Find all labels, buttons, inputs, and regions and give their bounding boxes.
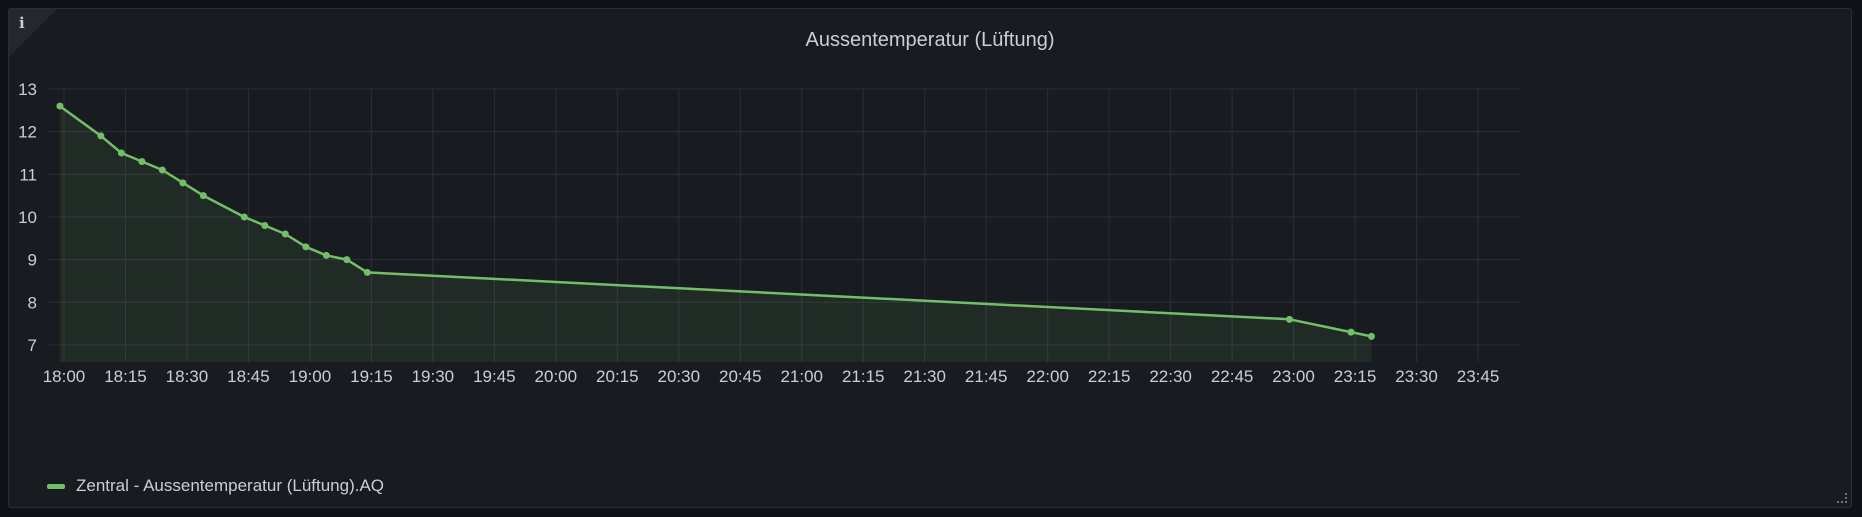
x-tick-label: 21:00 [780,367,823,386]
y-tick-label: 13 [18,80,37,99]
x-tick-label: 18:45 [227,367,270,386]
x-tick-label: 19:15 [350,367,393,386]
data-point [117,149,125,157]
x-tick-label: 20:15 [596,367,639,386]
x-tick-label: 22:15 [1088,367,1131,386]
legend[interactable]: Zentral - Aussentemperatur (Lüftung).AQ [47,476,384,496]
x-axis-ticks: 18:00 18:15 18:30 18:45 19:00 19:15 19:30 19:45… [43,367,1500,386]
data-point [261,222,269,229]
data-point [199,192,207,200]
x-tick-label: 20:30 [658,367,701,386]
data-point [302,243,310,251]
data-points [56,102,1375,340]
data-point [1285,315,1293,323]
x-tick-label: 19:30 [412,367,455,386]
chart-panel: i Aussentemperatur (Lüftung) 7 8 9 10 11 12 13… [8,8,1852,508]
y-tick-label: 7 [28,336,37,355]
info-icon[interactable]: i [19,14,25,32]
x-tick-label: 23:30 [1395,367,1438,386]
series-area-fill [59,106,1372,362]
data-point [322,251,330,259]
x-tick-label: 21:30 [903,367,946,386]
y-tick-label: 8 [28,293,37,312]
x-tick-label: 22:30 [1149,367,1192,386]
legend-color-swatch [47,483,65,489]
grid-lines [49,88,1519,362]
x-tick-label: 21:15 [842,367,885,386]
data-point [240,213,248,221]
y-tick-label: 9 [28,251,37,270]
data-point [343,256,351,264]
x-tick-label: 21:45 [965,367,1008,386]
x-tick-label: 20:45 [719,367,762,386]
data-point [138,158,146,166]
line-chart: 7 8 9 10 11 12 13 18:00 18:15 18:30 18:45 19:00 19:… [18,80,1519,386]
x-tick-label: 18:00 [43,367,86,386]
resize-handle-icon[interactable] [1837,493,1847,503]
x-tick-label: 18:15 [104,367,147,386]
series-area-layer [59,106,1372,362]
data-point [1367,332,1375,340]
x-tick-label: 20:00 [535,367,578,386]
data-point [281,230,289,238]
legend-series-label[interactable]: Zentral - Aussentemperatur (Lüftung).AQ [76,476,385,495]
panel-title[interactable]: Aussentemperatur (Lüftung) [805,29,1055,51]
info-corner[interactable] [9,9,57,57]
y-tick-label: 12 [18,123,37,142]
x-tick-label: 19:00 [289,367,332,386]
data-point [1347,328,1355,336]
y-axis-ticks: 7 8 9 10 11 12 13 [18,80,37,355]
y-tick-label: 11 [19,165,37,184]
x-tick-label: 22:45 [1211,367,1254,386]
x-tick-label: 23:15 [1334,367,1377,386]
data-point [158,166,166,174]
x-tick-label: 22:00 [1026,367,1069,386]
data-point [97,132,105,140]
x-tick-label: 19:45 [473,367,516,386]
x-tick-label: 23:00 [1272,367,1315,386]
data-point [56,102,64,110]
y-tick-label: 10 [18,208,37,227]
x-tick-label: 23:45 [1457,367,1500,386]
x-tick-label: 18:30 [166,367,209,386]
data-point [179,179,187,187]
data-point [363,268,371,276]
